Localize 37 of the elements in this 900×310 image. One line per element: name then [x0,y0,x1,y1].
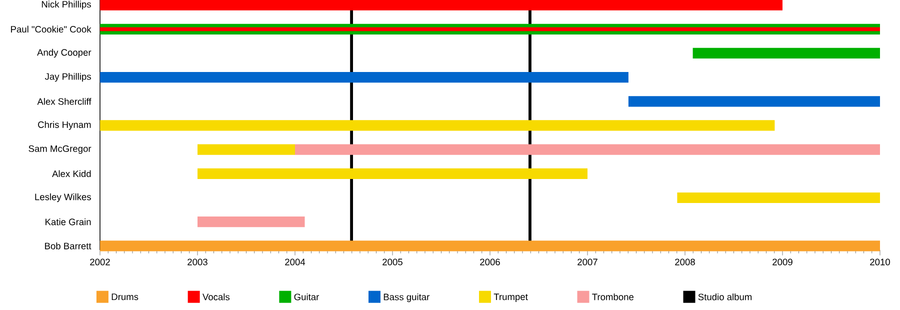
legend-label: Trombone [592,293,634,300]
bar [100,120,775,131]
bar [198,216,305,228]
bar [100,72,628,83]
y-tick-label: Chris Hynam [38,121,91,130]
bar [198,168,588,179]
y-tick-label: Bob Barrett [45,242,92,250]
y-tick-label: Lesley Wilkes [35,193,91,202]
legend-label: Drums [112,294,138,300]
legend-label: Trumpet [494,294,528,302]
bar [198,144,295,155]
legend-label: Studio album [698,293,752,300]
bar [628,96,880,107]
x-tick-label: 2003 [188,258,208,266]
y-tick-label: Jay Phillips [44,72,91,82]
y-tick-label: Sam McGregor [28,145,92,154]
x-tick-label: 2008 [675,258,695,266]
bar [692,48,880,59]
x-tick-label: 2009 [772,258,792,266]
y-tick-label: Alex Shercliff [37,98,92,105]
x-tick-label: 2004 [285,258,306,266]
y-tick-label: Katie Grain [46,218,91,226]
y-tick-label: Nick Phillips [42,0,91,10]
y-tick-label: Paul "Cookie" Cook [11,26,92,33]
bar [100,240,880,252]
bar [677,192,880,204]
x-tick-label: 2002 [90,258,110,266]
legend-label: Guitar [294,293,320,300]
x-tick-label: 2010 [870,258,890,266]
x-tick-label: 2007 [578,258,598,266]
y-tick-label: Alex Kidd [52,170,91,178]
y-tick-label: Andy Cooper [37,48,92,58]
x-tick-label: 2005 [382,258,402,266]
x-tick-label: 2006 [480,258,500,266]
bar [295,144,880,155]
legend-label: Vocals [202,293,230,300]
legend-label: Bass guitar [384,293,430,302]
